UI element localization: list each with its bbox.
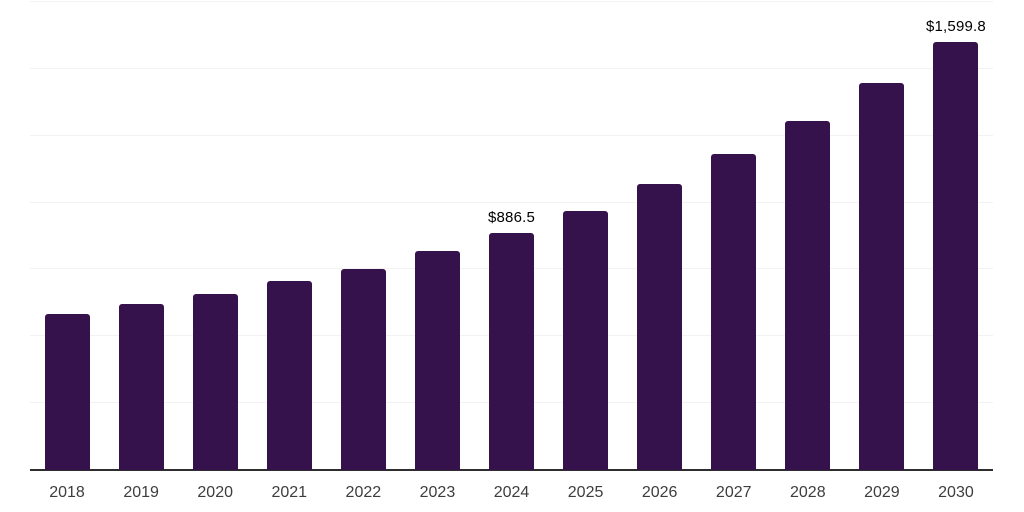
gridline-1000 [30,201,993,203]
x-tick-label-2028: 2028 [790,484,826,501]
x-tick-label-2027: 2027 [715,484,752,501]
bar-2021 [266,281,312,470]
bar-2026 [637,183,683,470]
x-tick-label-2021: 2021 [271,484,308,501]
gridline-1750 [30,1,993,2]
x-tick-label-2029: 2029 [864,484,900,501]
x-tick-label-2023: 2023 [419,484,456,501]
bar-2020 [192,294,238,470]
gridline-1250 [30,134,993,136]
x-tick-label-2018: 2018 [49,484,85,501]
bar-2029 [859,82,905,470]
x-tick-label-2025: 2025 [567,484,604,501]
bar-2018 [44,314,90,470]
x-tick-label-2022: 2022 [345,484,382,501]
bar-2030 [933,42,979,470]
bar-2023 [414,251,460,470]
bar-2025 [563,210,609,470]
bar-2028 [785,120,831,470]
bar-2024 [489,232,534,470]
x-axis-line [30,469,993,471]
data-label-2024: $886.5 [487,208,536,226]
bar-2019 [118,304,164,470]
bar-2027 [711,154,757,470]
plot-area: $886.5 $1,599.8 [30,0,993,471]
x-tick-label-2030: 2030 [938,484,974,501]
x-tick-label-2024: 2024 [493,484,530,501]
data-label-2030: $1,599.8 [925,18,986,36]
x-tick-label-2026: 2026 [641,484,678,501]
x-tick-label-2019: 2019 [123,484,159,501]
gridline-1500 [30,67,993,69]
x-tick-label-2020: 2020 [197,484,233,501]
bar-2022 [340,268,386,470]
